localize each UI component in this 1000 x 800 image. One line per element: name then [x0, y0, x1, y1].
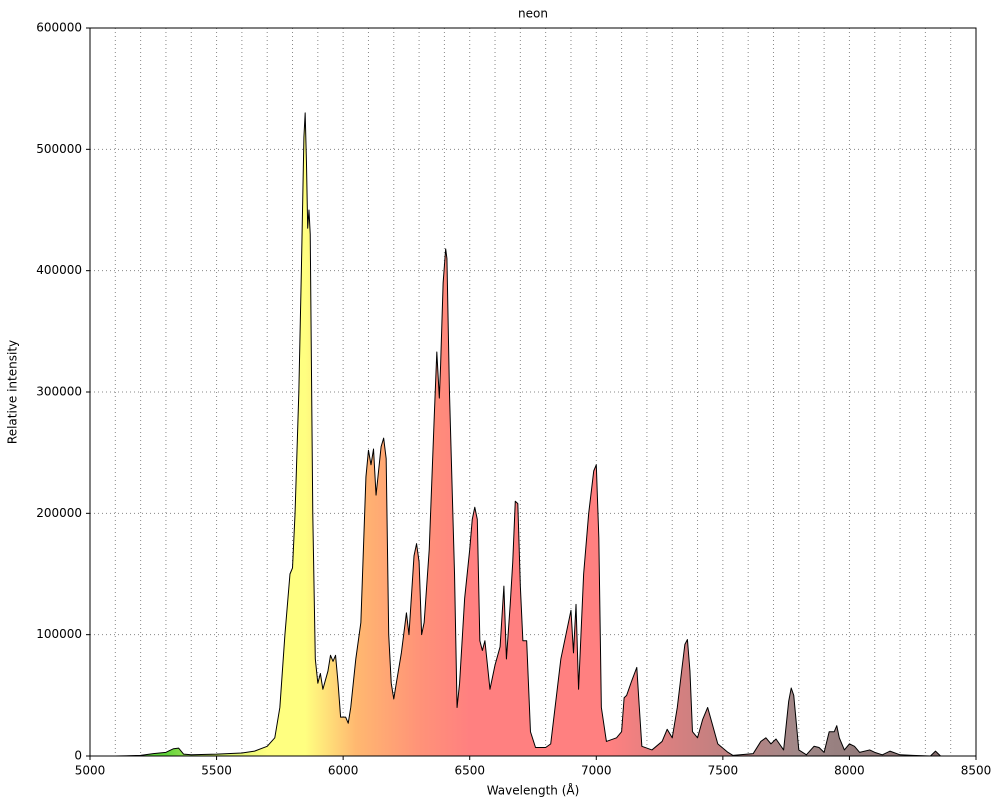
- y-tick-label: 500000: [36, 142, 82, 156]
- y-tick-label: 300000: [36, 385, 82, 399]
- y-tick-label: 0: [74, 749, 82, 763]
- y-tick-label: 200000: [36, 506, 82, 520]
- y-axis-label: Relative intensity: [6, 340, 20, 444]
- x-tick-label: 6500: [454, 764, 485, 778]
- y-tick-label: 400000: [36, 263, 82, 277]
- y-tick-label: 600000: [36, 21, 82, 35]
- x-tick-label: 6000: [328, 764, 359, 778]
- x-axis-label: Wavelength (Å): [487, 783, 580, 798]
- chart-title: neon: [518, 7, 548, 21]
- x-tick-label: 7000: [581, 764, 612, 778]
- x-tick-label: 8500: [961, 764, 992, 778]
- spectrum-line: [115, 112, 941, 757]
- x-tick-label: 7500: [708, 764, 739, 778]
- plot-area: [90, 28, 976, 756]
- x-tick-label: 5500: [201, 764, 232, 778]
- x-tick-label: 5000: [75, 764, 106, 778]
- x-tick-label: 8000: [834, 764, 865, 778]
- y-tick-label: 100000: [36, 627, 82, 641]
